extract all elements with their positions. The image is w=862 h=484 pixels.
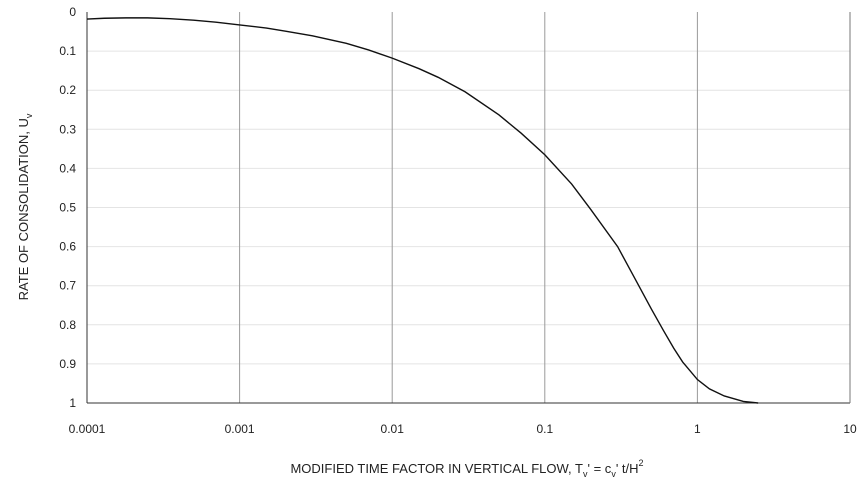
y-tick-label: 0.9	[59, 357, 76, 371]
x-tick-label: 1	[694, 422, 701, 436]
x-tick-label: 0.1	[536, 422, 553, 436]
x-tick-label: 0.01	[381, 422, 405, 436]
y-tick-label: 0.4	[59, 161, 76, 175]
y-axis-title: RATE OF CONSOLIDATION, Uv	[16, 113, 34, 300]
y-tick-label: 0.2	[59, 83, 76, 97]
y-tick-label: 0.8	[59, 318, 76, 332]
x-tick-labels: 0.0001 0.001 0.01 0.1 1 10	[69, 422, 857, 436]
consolidation-curve	[86, 17, 759, 404]
x-tick-label: 10	[843, 422, 857, 436]
x-tick-label: 0.001	[225, 422, 255, 436]
y-tick-label: 0.3	[59, 122, 76, 136]
y-tick-label: 0.1	[59, 44, 76, 58]
axes	[86, 12, 851, 404]
y-tick-label: 0.5	[59, 201, 76, 215]
y-tick-label: 0	[69, 5, 76, 19]
x-tick-label: 0.0001	[69, 422, 106, 436]
vertical-gridlines	[239, 12, 698, 403]
y-tick-labels: 0 0.1 0.2 0.3 0.4 0.5 0.6 0.7 0.8 0.9 1	[59, 5, 76, 410]
y-tick-label: 0.7	[59, 279, 76, 293]
y-tick-label: 0.6	[59, 240, 76, 254]
y-tick-label: 1	[69, 396, 76, 410]
x-axis-title: MODIFIED TIME FACTOR IN VERTICAL FLOW, T…	[290, 458, 643, 479]
horizontal-gridlines	[87, 50, 850, 365]
